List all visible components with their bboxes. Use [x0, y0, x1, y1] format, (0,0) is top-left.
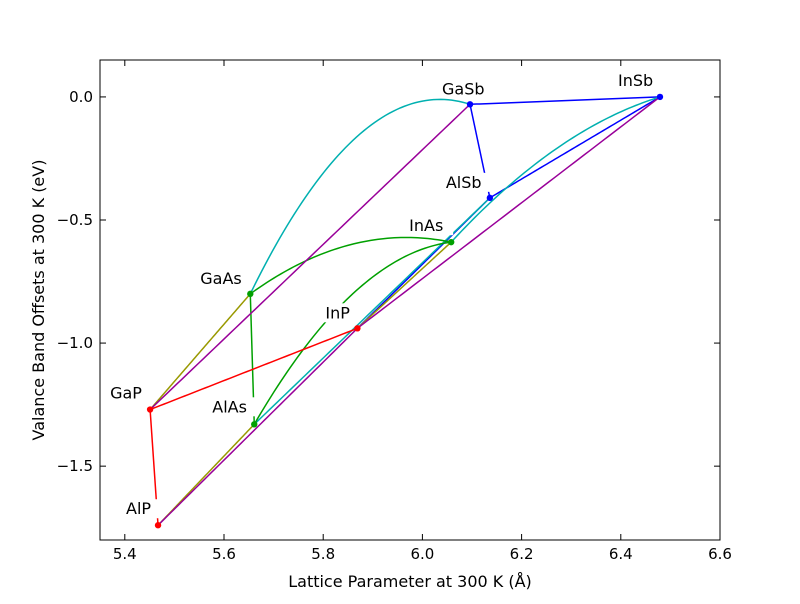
line-GaP-InP [149, 327, 358, 411]
y-tick-label: −1.0 [57, 334, 93, 352]
point-InP [354, 325, 361, 332]
point-label-GaP: GaP [110, 384, 142, 403]
point-AlSb [486, 194, 494, 202]
x-tick-label: 5.8 [311, 545, 335, 563]
x-tick-label: 6.0 [410, 545, 434, 563]
point-InAs [447, 238, 455, 246]
line-InAs-InSb [450, 96, 661, 243]
label-background [323, 303, 359, 323]
x-tick-label: 5.4 [113, 545, 137, 563]
point-label-AlP: AlP [126, 499, 151, 518]
data-points [146, 93, 664, 529]
label-background [198, 268, 245, 288]
line-AlAs-AlSb [253, 197, 491, 425]
line-AlSb-InSb [489, 96, 661, 199]
y-tick-label: 0.0 [69, 88, 93, 106]
point-label-InP: InP [325, 303, 350, 322]
label-background [440, 79, 487, 99]
label-background [210, 397, 257, 417]
x-axis-label: Lattice Parameter at 300 K (Å) [288, 572, 532, 591]
point-label-AlSb: AlSb [446, 173, 482, 192]
line-GaP-GaAs [149, 293, 251, 411]
line-GaP-GaSb [149, 103, 471, 411]
point-label-GaAs: GaAs [200, 269, 241, 288]
point-GaSb [466, 101, 474, 108]
label-background [108, 383, 144, 403]
point-labels: GaSb InSb AlSb InAs GaAs AlAs InP GaP AlP [108, 70, 662, 519]
line-InP-InAs [356, 241, 452, 329]
y-tick-label: −0.5 [57, 211, 93, 229]
line-GaSb-InSb [469, 96, 661, 106]
line-GaAs-GaSb [249, 98, 471, 295]
point-label-AlAs: AlAs [212, 397, 247, 416]
axis-ticks: 5.4 5.6 5.8 6.0 6.2 6.4 6.6 0.0 −0.5 −1.0 −1.5 [57, 60, 732, 563]
point-GaAs [247, 290, 254, 298]
point-AlAs [251, 421, 258, 428]
y-axis-label: Valance Band Offsets at 300 K (eV) [29, 160, 48, 441]
point-AlP [154, 522, 162, 529]
plot-frame [99, 59, 721, 541]
label-background [443, 172, 490, 192]
line-AlAs-InAs [253, 241, 452, 425]
line-InP-InSb [356, 96, 661, 329]
point-label-GaSb: GaSb [442, 79, 485, 98]
point-label-InSb: InSb [618, 71, 653, 90]
x-tick-label: 6.2 [510, 545, 534, 563]
line-AlP-InP [157, 327, 358, 526]
label-background [124, 499, 160, 519]
y-tick-label: −1.5 [57, 457, 93, 475]
label-background [615, 70, 662, 90]
x-tick-label: 6.6 [708, 545, 732, 563]
point-label-InAs: InAs [409, 216, 443, 235]
point-InSb [656, 93, 664, 101]
connection-lines [149, 96, 661, 526]
line-GaAs-InAs [249, 236, 452, 295]
label-background [407, 216, 454, 236]
x-tick-label: 6.4 [609, 545, 633, 563]
point-GaP [146, 406, 154, 413]
x-tick-label: 5.6 [212, 545, 236, 563]
